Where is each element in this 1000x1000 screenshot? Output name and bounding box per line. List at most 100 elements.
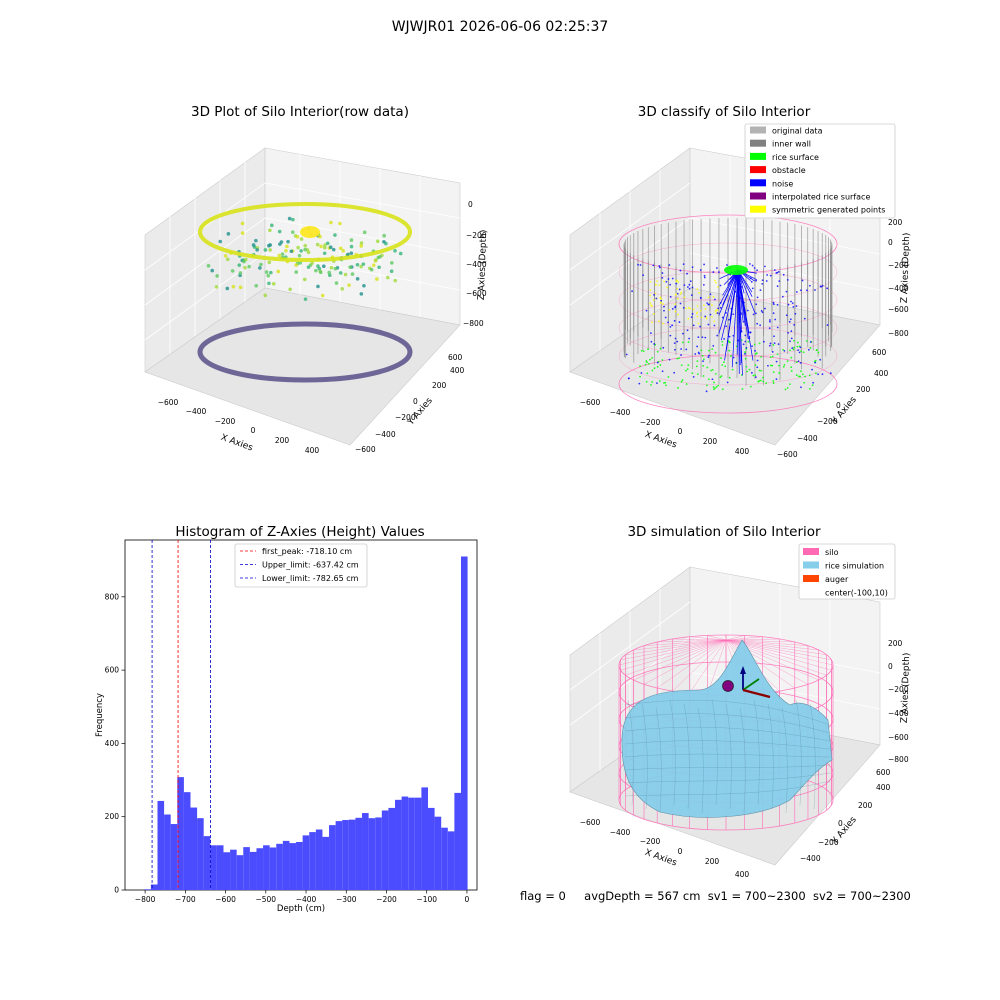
histogram-bar	[177, 777, 184, 890]
x-tick-label: −800	[135, 895, 156, 904]
status-sv1: sv1 = 700~2300	[707, 889, 806, 903]
noise-point	[799, 361, 802, 364]
noise-point	[787, 303, 790, 306]
x-tick-label: 200	[705, 857, 720, 866]
rice-surface-point	[771, 364, 774, 367]
ring-top	[198, 202, 412, 262]
center-rice-patch	[724, 265, 748, 275]
symmetric-point	[652, 299, 655, 301]
data-point	[371, 263, 376, 267]
data-point	[333, 266, 338, 271]
silo-roof-line	[644, 639, 727, 646]
rice-surface-point	[754, 374, 757, 377]
rice-surface-point	[724, 365, 727, 368]
noise-point	[717, 307, 720, 310]
rice-surface-point	[758, 369, 761, 372]
z-tick-label: −800	[463, 319, 484, 328]
y-axis-label: Frequency	[95, 693, 105, 737]
noise-point	[765, 280, 768, 282]
rice-surface-point	[817, 351, 820, 354]
rice-surface-point	[714, 351, 717, 354]
data-point	[329, 265, 334, 270]
histogram-bar	[362, 813, 369, 890]
y-tick-label: 200	[105, 812, 120, 821]
data-point	[277, 229, 282, 234]
histogram-bar	[210, 845, 217, 890]
data-point	[377, 265, 381, 270]
data-point	[389, 261, 394, 265]
noise-point	[642, 274, 645, 277]
y-tick-label: 200	[856, 385, 871, 394]
x-tick-label: −200	[215, 417, 236, 426]
rice-surface-point	[686, 368, 689, 371]
noise-point	[674, 348, 676, 351]
noise-spike	[731, 269, 739, 368]
noise-point	[742, 343, 745, 346]
rice-surface-point	[815, 349, 818, 352]
histogram-bar	[414, 797, 422, 890]
histogram-bar	[276, 843, 283, 890]
silo-roof-line	[725, 636, 763, 641]
rice-surface-point	[656, 365, 659, 368]
histogram-bar	[157, 800, 165, 890]
noise-point	[826, 287, 829, 290]
mesh-line	[767, 703, 774, 810]
histogram-bar	[296, 841, 303, 890]
symmetric-point	[716, 309, 719, 311]
noise-point	[762, 340, 765, 343]
data-point	[286, 239, 290, 244]
rice-surface-point	[700, 349, 703, 352]
noise-point	[661, 370, 664, 373]
x-tick-label: −200	[640, 837, 661, 846]
rice-surface-point	[701, 354, 704, 357]
silo-roof-line	[620, 639, 727, 671]
noise-point	[663, 309, 665, 312]
silo-roof-line	[707, 639, 727, 695]
legend-swatch	[750, 205, 766, 213]
rice-surface-point	[805, 340, 808, 342]
rice-surface-point	[645, 360, 648, 362]
noise-point	[791, 347, 794, 349]
histogram-bar	[342, 820, 349, 890]
noise-point	[795, 305, 798, 308]
noise-point	[785, 314, 788, 317]
data-point	[386, 275, 390, 280]
z-tick-label: 200	[888, 639, 903, 648]
noise-point	[628, 377, 630, 380]
data-point	[341, 248, 345, 253]
noise-point	[772, 301, 775, 304]
symmetric-point	[649, 280, 652, 283]
symmetric-point	[717, 286, 719, 288]
data-point	[238, 285, 243, 290]
mesh-line	[655, 707, 662, 814]
axis-ticks: −800 −700 −600 −500 −400 −300 −200 −100 0 0 200 400…	[105, 592, 470, 904]
noise-point	[690, 316, 693, 319]
noise-point	[761, 279, 764, 282]
noise-point	[707, 323, 710, 326]
status-line: flag = 0 avgDepth = 567 cm sv1 = 700~230…	[520, 889, 911, 903]
noise-point	[716, 334, 719, 337]
noise-point	[761, 282, 764, 285]
data-point	[325, 241, 330, 246]
noise-point	[735, 361, 738, 364]
noise-point	[698, 352, 701, 355]
noise-point	[776, 271, 779, 274]
data-point	[254, 238, 258, 243]
noise-point	[669, 325, 672, 328]
noise-point	[625, 353, 628, 356]
rice-surface-point	[769, 356, 772, 358]
histogram-bar	[302, 835, 310, 890]
rice-surface-point	[687, 364, 690, 367]
data-point	[226, 232, 231, 236]
noise-point	[663, 305, 665, 308]
symmetric-point	[649, 302, 652, 305]
noise-point	[713, 324, 716, 327]
rice-surface-point	[651, 357, 654, 359]
rice-surface-point	[702, 364, 704, 367]
legend: first_peak: -718.10 cm Upper_limit: -637.…	[234, 543, 368, 588]
x-tick-label: −400	[186, 407, 207, 416]
histogram-bar	[375, 817, 382, 890]
mesh-line	[624, 713, 831, 734]
mesh-line	[711, 699, 718, 806]
